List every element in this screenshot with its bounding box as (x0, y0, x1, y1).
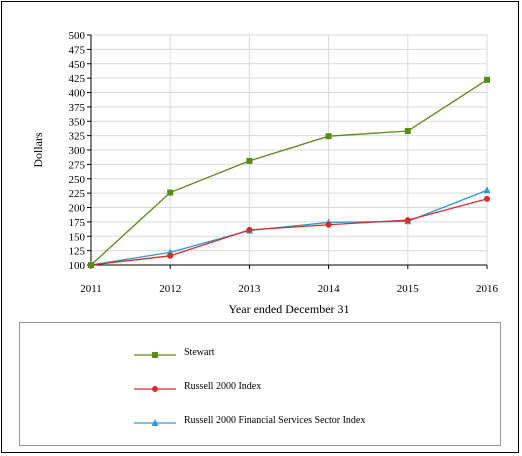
y-tick-label: 225 (69, 188, 86, 200)
data-point (484, 195, 490, 202)
legend: Stewart Russell 2000 Index Russell 2000 Fi… (19, 322, 501, 446)
axes (87, 34, 488, 269)
x-tick-label: 2016 (476, 283, 499, 295)
data-point (167, 189, 174, 196)
y-tick-label: 175 (69, 217, 86, 229)
x-tick-label: 2011 (80, 283, 102, 295)
y-axis-label: Dollars (31, 132, 45, 168)
x-tick-label: 2014 (318, 283, 341, 295)
y-tick-label: 150 (69, 231, 86, 243)
legend-swatch (134, 352, 176, 358)
y-tick-label: 375 (69, 102, 86, 114)
legend-marker (152, 352, 158, 358)
legend-item: Russell 2000 Index (20, 379, 500, 399)
y-tick-label: 400 (69, 88, 86, 100)
data-point (404, 128, 411, 135)
y-tick-label: 275 (69, 159, 86, 171)
y-tick-label: 100 (69, 260, 86, 272)
data-point (167, 252, 174, 259)
y-tick-label: 200 (69, 203, 86, 215)
data-point (325, 221, 332, 228)
y-tick-label: 500 (69, 30, 86, 42)
x-tick-label: 2013 (238, 283, 261, 295)
series-line (90, 79, 488, 266)
x-tick-label: 2015 (397, 283, 420, 295)
y-tick-label: 125 (69, 246, 86, 258)
y-tick-labels: 100 125 150 175 200 225 250 275 300 325 350 375 400 4… (69, 30, 86, 272)
legend-marker (151, 419, 159, 426)
y-tick-label: 325 (69, 131, 86, 143)
data-point (88, 262, 94, 268)
data-point (404, 217, 411, 224)
legend-swatch (134, 419, 176, 426)
legend-label: Russell 2000 Financial Services Sector I… (184, 415, 366, 426)
series (87, 76, 491, 268)
y-tick-label: 425 (69, 73, 86, 85)
data-point (325, 133, 332, 140)
x-axis-label: Year ended December 31 (228, 302, 349, 316)
y-tick-label: 300 (69, 145, 86, 157)
legend-label: Stewart (184, 347, 215, 358)
y-tick-label: 450 (69, 59, 86, 71)
series-stewart (88, 76, 490, 268)
data-point (483, 186, 491, 194)
y-tick-label: 475 (69, 44, 86, 56)
gridlines (91, 34, 488, 265)
legend-item: Russell 2000 Financial Services Sector I… (20, 413, 500, 433)
data-point (484, 76, 490, 83)
data-point (246, 226, 253, 233)
x-tick-label: 2012 (159, 283, 181, 295)
series-russell-2000-index (88, 195, 490, 268)
data-point (246, 157, 253, 164)
legend-marker (152, 386, 158, 392)
legend-label: Russell 2000 Index (184, 381, 262, 392)
x-tick-labels: 2011 2012 2013 2014 2015 2016 (80, 283, 498, 295)
legend-item: Stewart (20, 345, 500, 365)
series-line (90, 198, 488, 266)
y-tick-label: 350 (69, 116, 86, 128)
y-tick-label: 250 (69, 174, 86, 186)
legend-swatch (134, 386, 176, 392)
